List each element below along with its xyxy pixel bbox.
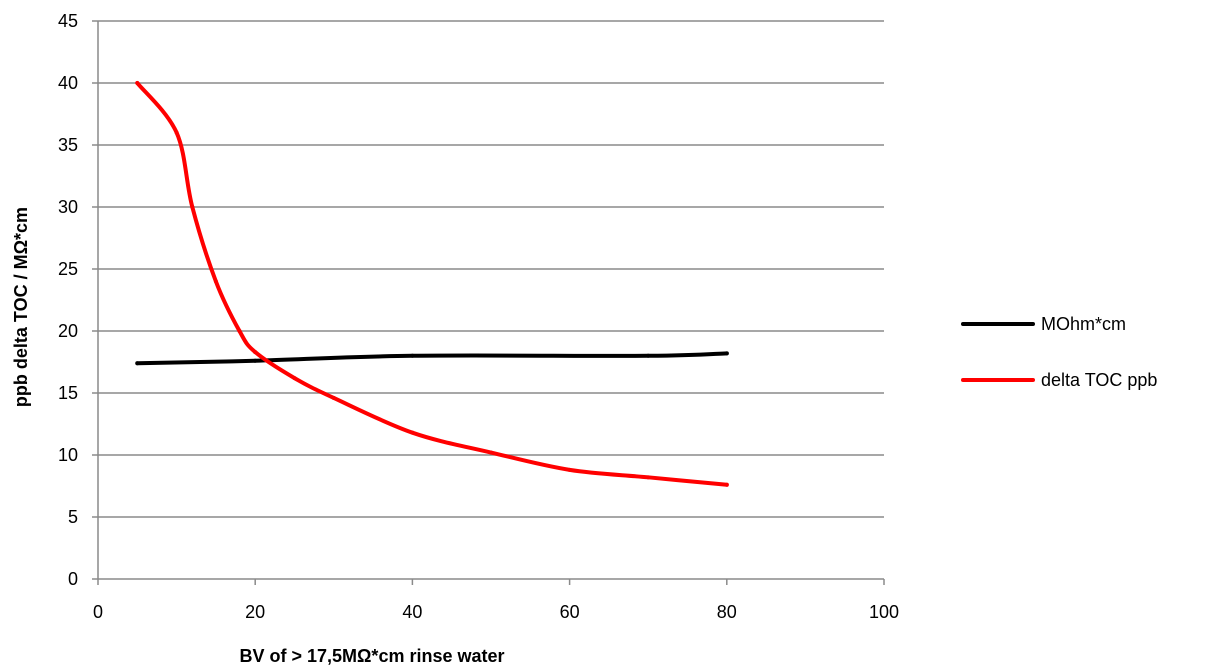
x-tick-label-20: 20 xyxy=(245,602,265,622)
y-tick-label-5: 5 xyxy=(68,507,78,527)
series-0-point-1 xyxy=(253,358,258,363)
series-0-point-3 xyxy=(646,353,651,358)
y-axis-ticks: 0 5 10 15 20 25 30 35 40 45 xyxy=(58,11,98,589)
y-tick-label-25: 25 xyxy=(58,259,78,279)
series-1-point-3 xyxy=(213,279,218,284)
gridlines xyxy=(98,20,884,518)
x-tick-label-40: 40 xyxy=(402,602,422,622)
y-tick-label-40: 40 xyxy=(58,73,78,93)
series-1-point-4 xyxy=(237,329,242,333)
series-1-point-6 xyxy=(292,376,297,381)
x-tick-label-80: 80 xyxy=(717,602,737,622)
series-0-point-0 xyxy=(135,361,140,366)
series-1-point-1 xyxy=(174,130,179,135)
series-0-point-2 xyxy=(410,353,415,358)
y-tick-label-10: 10 xyxy=(58,445,78,465)
series-1-point-11 xyxy=(646,475,651,480)
legend-label-1: delta TOC ppb xyxy=(1041,370,1157,390)
legend: MOhm*cm delta TOC ppb xyxy=(961,314,1157,390)
series-0-point-4 xyxy=(724,351,729,356)
x-axis-ticks: 0 20 40 60 80 100 xyxy=(93,579,899,622)
series-1-point-2 xyxy=(190,205,195,209)
series-line-1 xyxy=(135,81,729,487)
x-tick-label-60: 60 xyxy=(560,602,580,622)
series-1-point-5 xyxy=(253,350,258,355)
series-line-0 xyxy=(135,351,729,366)
series-1-point-9 xyxy=(489,450,493,455)
y-tick-label-30: 30 xyxy=(58,197,78,217)
series-1-point-8 xyxy=(410,430,415,435)
y-tick-label-0: 0 xyxy=(68,569,78,589)
series-1-point-0 xyxy=(135,81,140,85)
x-tick-label-0: 0 xyxy=(93,602,103,622)
series-1-point-12 xyxy=(724,482,729,487)
series-1-point-7 xyxy=(331,395,336,400)
x-tick-label-100: 100 xyxy=(869,602,899,622)
legend-label-0: MOhm*cm xyxy=(1041,314,1126,334)
series-1-point-10 xyxy=(567,467,572,472)
axes xyxy=(97,21,884,580)
x-axis-title: BV of > 17,5MΩ*cm rinse water xyxy=(239,646,504,666)
y-tick-label-15: 15 xyxy=(58,383,78,403)
y-axis-title: ppb delta TOC / MΩ*cm xyxy=(11,207,31,407)
y-tick-label-45: 45 xyxy=(58,11,78,31)
y-tick-label-35: 35 xyxy=(58,135,78,155)
y-tick-label-20: 20 xyxy=(58,321,78,341)
series-lines xyxy=(135,81,729,487)
